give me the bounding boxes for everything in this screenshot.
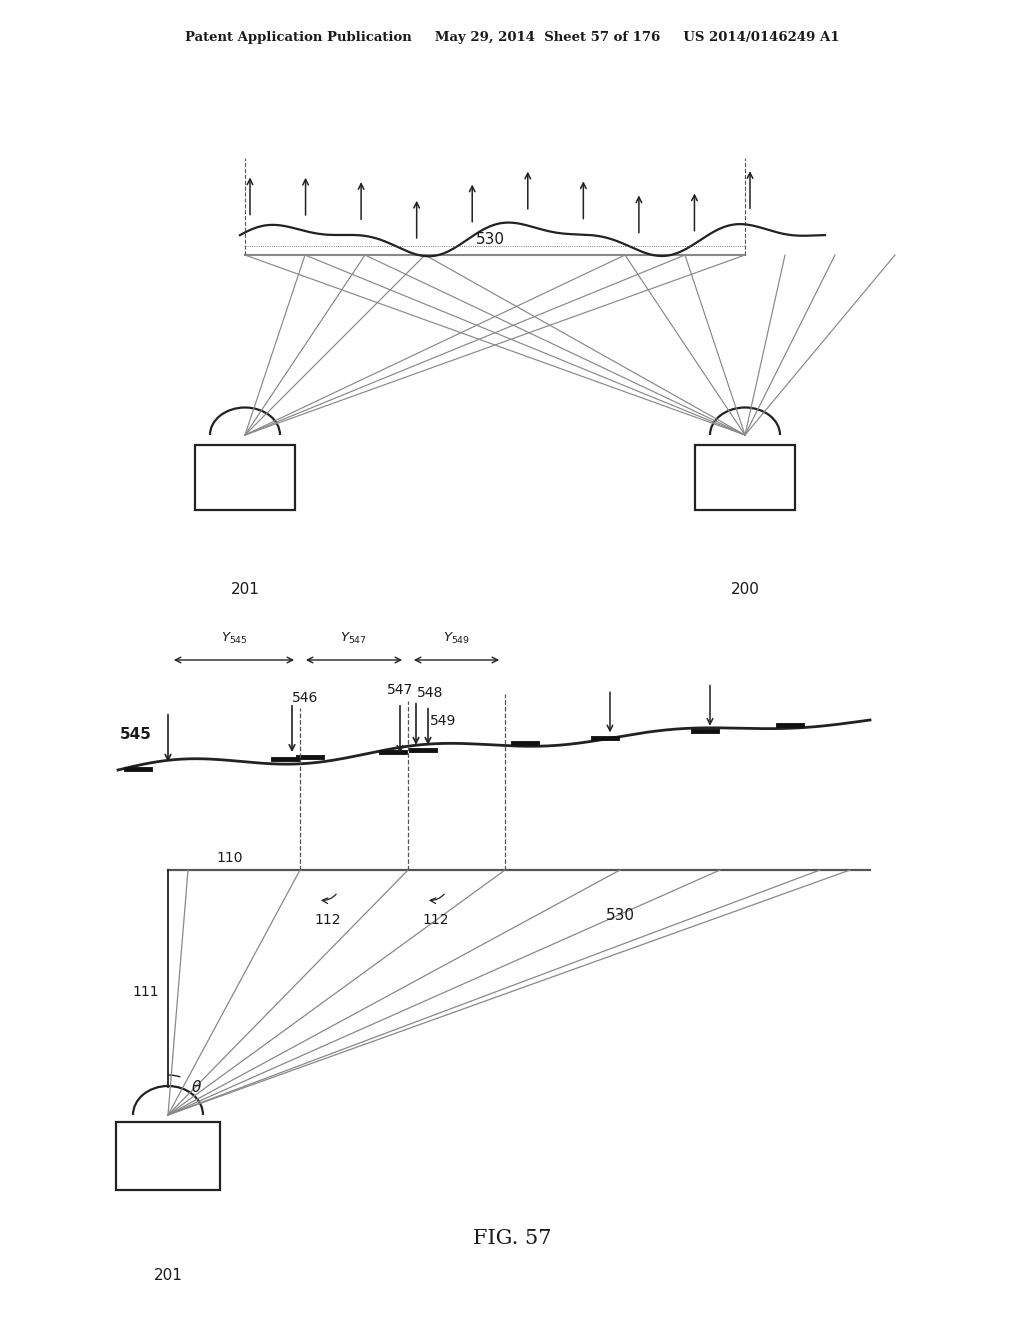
Text: 548: 548 — [417, 685, 443, 700]
Text: 201: 201 — [230, 582, 259, 598]
Text: 110: 110 — [217, 851, 244, 865]
Text: 545: 545 — [120, 727, 152, 742]
Text: 547: 547 — [387, 682, 413, 697]
Text: 530: 530 — [475, 232, 505, 248]
Text: 111: 111 — [133, 986, 160, 999]
Text: 549: 549 — [430, 714, 456, 727]
Text: $Y_{549}$: $Y_{549}$ — [443, 631, 470, 645]
Text: 546: 546 — [292, 690, 318, 705]
Text: 112: 112 — [423, 913, 450, 927]
Text: 530: 530 — [605, 908, 635, 923]
Text: 112: 112 — [314, 913, 341, 927]
Text: $Y_{547}$: $Y_{547}$ — [341, 631, 368, 645]
Text: $Y_{545}$: $Y_{545}$ — [220, 631, 248, 645]
Text: 201: 201 — [154, 1269, 182, 1283]
Text: θ: θ — [191, 1080, 201, 1094]
Text: 200: 200 — [730, 582, 760, 598]
Text: Patent Application Publication     May 29, 2014  Sheet 57 of 176     US 2014/014: Patent Application Publication May 29, 2… — [184, 32, 840, 45]
Text: FIG. 57: FIG. 57 — [473, 1229, 551, 1247]
